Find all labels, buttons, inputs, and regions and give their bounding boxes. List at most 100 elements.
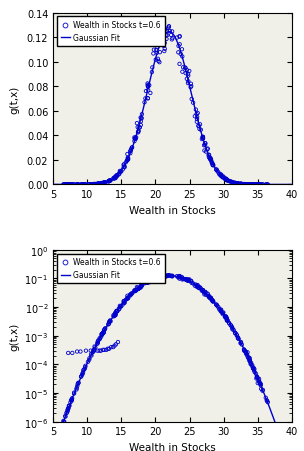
Point <box>250 362 255 369</box>
Point <box>161 41 165 48</box>
Point <box>181 276 185 283</box>
Point <box>236 180 241 188</box>
Point <box>162 26 167 33</box>
Point <box>177 34 182 41</box>
Point <box>188 84 193 92</box>
Point <box>203 140 208 147</box>
Point <box>230 179 234 186</box>
Point <box>223 313 228 320</box>
Point <box>81 181 86 189</box>
Point <box>209 295 213 302</box>
X-axis label: Wealth in Stocks: Wealth in Stocks <box>129 442 216 451</box>
Point <box>201 136 206 143</box>
Point <box>81 366 86 373</box>
Point <box>199 285 203 292</box>
Point <box>197 285 202 292</box>
Point <box>180 276 185 283</box>
Point <box>209 156 213 164</box>
Point <box>162 272 167 280</box>
Point <box>257 375 261 382</box>
Point <box>164 36 169 43</box>
Point <box>247 354 252 362</box>
Point <box>76 380 81 387</box>
Point <box>74 386 79 393</box>
Point <box>76 181 81 189</box>
Point <box>164 272 169 280</box>
Point <box>76 181 81 189</box>
Point <box>122 299 127 307</box>
Point <box>146 82 151 89</box>
Point <box>210 160 215 167</box>
Point <box>244 181 249 189</box>
Point <box>233 330 238 337</box>
Point <box>138 115 143 122</box>
Point <box>205 146 210 153</box>
Point <box>244 181 248 189</box>
Point <box>63 181 67 189</box>
Point <box>69 396 74 403</box>
Point <box>265 399 270 406</box>
Point <box>104 346 109 354</box>
Point <box>83 181 88 189</box>
Point <box>65 405 70 413</box>
Point <box>146 278 151 285</box>
Point <box>205 147 210 154</box>
Point <box>189 96 194 103</box>
Point <box>101 329 106 336</box>
Point <box>88 351 93 358</box>
Point <box>230 323 234 331</box>
Point <box>132 138 137 145</box>
Point <box>161 29 166 36</box>
Point <box>194 111 199 118</box>
Point <box>70 396 74 403</box>
Point <box>258 181 263 189</box>
Point <box>112 310 117 317</box>
Point <box>238 181 243 188</box>
Point <box>92 347 97 354</box>
Point <box>256 181 261 189</box>
Point <box>195 283 199 290</box>
Point <box>244 181 249 189</box>
Point <box>145 81 150 88</box>
Point <box>146 87 150 95</box>
Point <box>88 347 93 354</box>
Point <box>147 278 152 285</box>
Point <box>224 176 229 184</box>
Point <box>116 170 121 178</box>
Point <box>103 325 108 332</box>
Point <box>100 331 105 338</box>
Point <box>247 357 252 364</box>
Point <box>126 156 131 164</box>
Point <box>219 174 224 181</box>
Point <box>121 161 126 169</box>
Point <box>106 321 111 328</box>
Point <box>68 399 73 406</box>
Point <box>223 313 228 321</box>
Point <box>255 380 260 387</box>
Point <box>125 157 130 165</box>
Point <box>205 290 210 298</box>
Point <box>98 180 103 188</box>
Point <box>111 313 116 320</box>
Point <box>125 155 130 162</box>
Point <box>132 134 137 142</box>
Point <box>174 35 179 42</box>
Point <box>115 172 120 179</box>
Point <box>138 122 143 129</box>
Point <box>99 331 104 339</box>
Point <box>126 156 130 163</box>
Point <box>180 54 185 61</box>
Point <box>224 177 229 184</box>
Point <box>111 175 116 182</box>
Point <box>111 175 116 183</box>
Point <box>83 181 88 189</box>
Point <box>248 358 253 365</box>
Point <box>188 278 193 285</box>
Point <box>146 278 150 285</box>
Point <box>211 162 216 170</box>
Point <box>167 272 171 279</box>
Point <box>120 166 125 174</box>
Point <box>207 155 212 162</box>
Point <box>61 419 66 426</box>
Point <box>115 308 119 315</box>
